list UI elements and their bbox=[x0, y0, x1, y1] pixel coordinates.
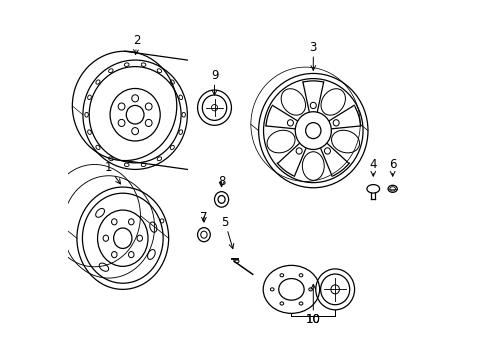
Text: 10: 10 bbox=[305, 284, 320, 326]
Text: 1: 1 bbox=[105, 161, 120, 184]
Text: 8: 8 bbox=[218, 175, 225, 188]
Text: 10: 10 bbox=[305, 313, 320, 326]
Text: 3: 3 bbox=[309, 41, 316, 70]
Text: 9: 9 bbox=[210, 69, 218, 95]
Text: 7: 7 bbox=[200, 211, 207, 224]
Text: 4: 4 bbox=[369, 158, 376, 176]
Text: 2: 2 bbox=[133, 34, 141, 54]
Text: 5: 5 bbox=[221, 216, 233, 249]
Text: 6: 6 bbox=[388, 158, 396, 176]
